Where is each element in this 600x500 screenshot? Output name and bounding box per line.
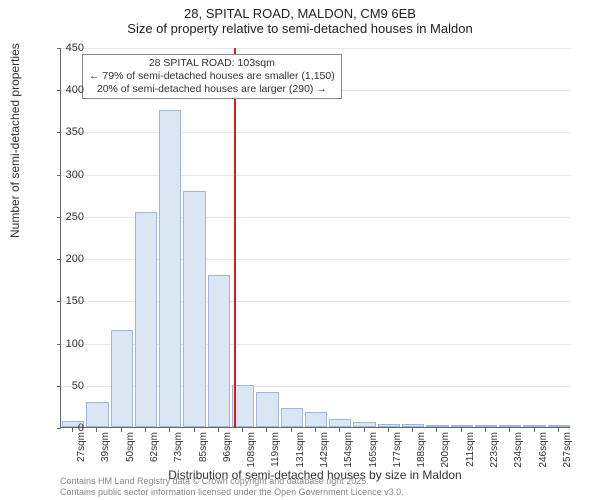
plot-region	[60, 48, 570, 428]
histogram-bar	[256, 392, 278, 427]
xtick-label: 96sqm	[222, 432, 233, 462]
xtick-mark	[121, 428, 122, 432]
xtick-label: 131sqm	[295, 432, 306, 468]
annotation-line2: ← 79% of semi-detached houses are smalle…	[89, 70, 335, 83]
xtick-label: 73sqm	[173, 432, 184, 462]
ytick-label: 300	[44, 169, 84, 181]
histogram-bar	[86, 402, 108, 427]
reference-line	[234, 48, 236, 428]
xtick-label: 27sqm	[76, 432, 87, 462]
xtick-mark	[534, 428, 535, 432]
histogram-bar	[548, 425, 570, 427]
credits: Contains HM Land Registry data © Crown c…	[60, 476, 404, 498]
histogram-bar	[305, 412, 327, 427]
xtick-mark	[485, 428, 486, 432]
xtick-label: 246sqm	[538, 432, 549, 468]
annotation-line3: 20% of semi-detached houses are larger (…	[89, 83, 335, 96]
gridline	[61, 132, 571, 133]
ytick-label: 350	[44, 126, 84, 138]
ytick-label: 100	[44, 338, 84, 350]
xtick-label: 39sqm	[100, 432, 111, 462]
xtick-label: 211sqm	[465, 432, 476, 467]
xtick-label: 257sqm	[562, 432, 573, 468]
histogram-bar	[329, 419, 351, 427]
ytick-label: 200	[44, 253, 84, 265]
y-axis-label: Number of semi-detached properties	[8, 43, 22, 238]
histogram-bar	[499, 425, 521, 427]
annotation-line1: 28 SPITAL ROAD: 103sqm	[89, 57, 335, 70]
xtick-label: 142sqm	[319, 432, 330, 468]
xtick-label: 119sqm	[270, 432, 281, 467]
xtick-mark	[291, 428, 292, 432]
xtick-label: 154sqm	[343, 432, 354, 468]
histogram-bar	[451, 425, 473, 427]
xtick-mark	[388, 428, 389, 432]
ytick-label: 450	[44, 42, 84, 54]
credit-line2: Contains public sector information licen…	[60, 487, 404, 498]
ytick-label: 400	[44, 84, 84, 96]
histogram-bar	[159, 110, 181, 427]
xtick-mark	[461, 428, 462, 432]
xtick-mark	[194, 428, 195, 432]
ytick-label: 0	[44, 422, 84, 434]
xtick-mark	[218, 428, 219, 432]
xtick-label: 62sqm	[149, 432, 160, 462]
chart-title-address: 28, SPITAL ROAD, MALDON, CM9 6EB	[0, 6, 600, 21]
chart-title-desc: Size of property relative to semi-detach…	[0, 21, 600, 36]
xtick-label: 108sqm	[246, 432, 257, 468]
histogram-bar	[475, 425, 497, 427]
histogram-bar	[135, 212, 157, 427]
chart-area: 28 SPITAL ROAD: 103sqm ← 79% of semi-det…	[60, 48, 570, 428]
histogram-bar	[281, 408, 303, 427]
xtick-mark	[145, 428, 146, 432]
ytick-label: 150	[44, 295, 84, 307]
gridline	[61, 175, 571, 176]
histogram-bar	[208, 275, 230, 427]
xtick-label: 177sqm	[392, 432, 403, 468]
histogram-bar	[378, 424, 400, 427]
xtick-mark	[364, 428, 365, 432]
xtick-mark	[339, 428, 340, 432]
xtick-mark	[169, 428, 170, 432]
histogram-bar	[402, 424, 424, 427]
xtick-mark	[96, 428, 97, 432]
gridline	[61, 48, 571, 49]
ytick-label: 50	[44, 380, 84, 392]
credit-line1: Contains HM Land Registry data © Crown c…	[60, 476, 404, 487]
histogram-bar	[426, 425, 448, 427]
histogram-bar	[353, 422, 375, 427]
xtick-label: 165sqm	[368, 432, 379, 468]
xtick-mark	[242, 428, 243, 432]
xtick-mark	[266, 428, 267, 432]
xtick-label: 200sqm	[440, 432, 451, 468]
xtick-mark	[436, 428, 437, 432]
histogram-bar	[183, 191, 205, 427]
xtick-label: 223sqm	[489, 432, 500, 468]
xtick-label: 85sqm	[198, 432, 209, 462]
xtick-mark	[509, 428, 510, 432]
xtick-label: 188sqm	[416, 432, 427, 468]
histogram-bar	[523, 425, 545, 427]
histogram-bar	[111, 330, 133, 427]
xtick-mark	[315, 428, 316, 432]
xtick-label: 50sqm	[125, 432, 136, 462]
xtick-mark	[558, 428, 559, 432]
reference-annotation: 28 SPITAL ROAD: 103sqm ← 79% of semi-det…	[82, 54, 342, 99]
xtick-label: 234sqm	[513, 432, 524, 468]
ytick-label: 250	[44, 211, 84, 223]
xtick-mark	[412, 428, 413, 432]
